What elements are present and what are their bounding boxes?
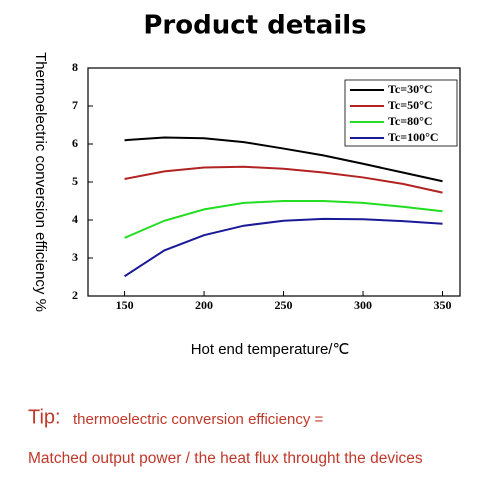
series-line (124, 136, 443, 183)
x-axis-label: Hot end temperature/℃ (191, 341, 350, 358)
y-tick-label: 5 (72, 174, 78, 188)
y-tick-label: 3 (72, 250, 78, 264)
y-tick-label: 2 (72, 288, 78, 302)
tip-text: Matched output power / the heat flux thr… (28, 450, 423, 467)
y-axis-label: Thermoelectric conversion efficiency % (32, 52, 49, 312)
y-tick-label: 7 (72, 98, 78, 112)
tip-label: Tip: (28, 406, 61, 428)
tip-text: thermoelectric conversion efficiency = (73, 411, 323, 428)
y-tick-label: 6 (72, 136, 78, 150)
x-tick-label: 350 (434, 298, 452, 312)
legend-label: Tc=80°C (388, 114, 433, 128)
legend-label: Tc=50°C (388, 98, 433, 112)
chart-title: Product details (143, 11, 366, 41)
y-tick-label: 8 (72, 60, 78, 74)
series-line (124, 165, 443, 194)
y-tick-label: 4 (72, 212, 78, 226)
series-line (124, 217, 443, 278)
series-line (124, 200, 443, 239)
x-tick-label: 200 (195, 298, 213, 312)
x-tick-label: 250 (275, 298, 293, 312)
legend-label: Tc=100°C (388, 130, 439, 144)
x-tick-label: 150 (116, 298, 134, 312)
x-tick-label: 300 (354, 298, 372, 312)
legend-label: Tc=30°C (388, 82, 433, 96)
